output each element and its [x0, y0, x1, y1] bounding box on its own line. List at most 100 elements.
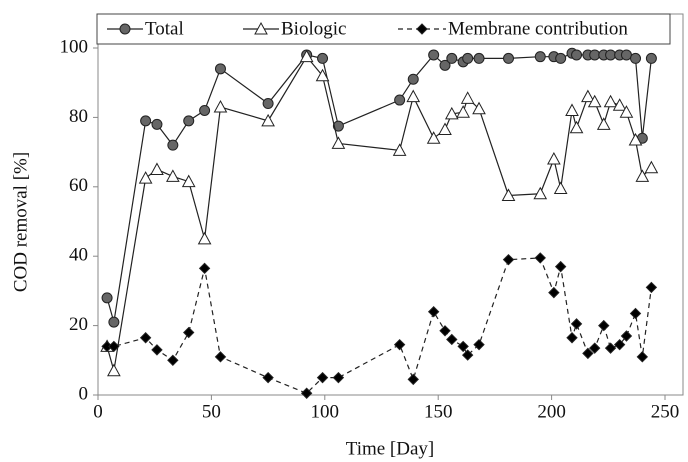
marker	[438, 122, 452, 136]
marker	[581, 89, 595, 103]
y-tick-label: 80	[69, 106, 88, 127]
marker	[603, 94, 618, 108]
x-axis-label: Time [Day]	[346, 438, 435, 459]
marker	[332, 120, 344, 132]
marker	[460, 91, 475, 104]
marker	[444, 106, 459, 120]
marker	[620, 49, 632, 61]
marker	[605, 49, 617, 61]
marker	[392, 143, 407, 156]
marker	[406, 89, 421, 103]
marker	[587, 94, 602, 108]
marker	[151, 344, 163, 356]
marker	[140, 115, 152, 127]
marker	[213, 99, 228, 113]
marker	[503, 52, 515, 64]
marker	[108, 340, 120, 353]
legend-marker	[416, 23, 428, 35]
x-tick-label: 150	[424, 401, 453, 422]
marker	[534, 252, 546, 264]
marker	[197, 231, 212, 245]
marker	[214, 351, 227, 363]
marker	[570, 318, 583, 330]
marker	[407, 73, 419, 85]
marker	[589, 49, 601, 61]
x-tick-label: 250	[651, 401, 680, 422]
marker	[635, 169, 650, 182]
y-tick-label: 100	[60, 36, 89, 57]
marker	[317, 52, 329, 64]
marker	[588, 342, 601, 354]
series-line	[106, 55, 652, 371]
marker	[462, 52, 474, 64]
marker	[139, 332, 152, 344]
marker	[183, 326, 195, 339]
legend-label: Membrane contribution	[448, 18, 628, 39]
x-tick-label: 200	[537, 401, 566, 422]
marker	[427, 306, 440, 318]
marker	[604, 342, 617, 354]
marker	[198, 262, 211, 275]
marker	[620, 330, 633, 342]
marker	[107, 363, 121, 377]
marker	[456, 105, 470, 118]
marker	[150, 162, 164, 175]
marker	[569, 120, 584, 134]
marker	[167, 354, 179, 367]
marker	[636, 351, 649, 363]
marker	[394, 94, 406, 106]
marker	[300, 387, 313, 399]
marker	[629, 307, 642, 320]
marker	[612, 98, 627, 111]
marker	[645, 52, 657, 64]
legend-label: Biologic	[281, 18, 346, 39]
marker	[566, 332, 578, 344]
y-axis-label: COD removal [%]	[10, 152, 31, 292]
marker	[554, 260, 567, 273]
marker	[426, 131, 441, 144]
marker	[439, 59, 451, 71]
y-tick-label: 0	[79, 383, 89, 404]
marker	[393, 338, 406, 351]
marker	[645, 281, 658, 294]
x-tick-label: 100	[311, 401, 340, 422]
marker	[613, 338, 626, 351]
marker	[332, 371, 345, 384]
marker	[553, 181, 568, 195]
marker	[548, 286, 560, 299]
y-tick-label: 20	[69, 314, 88, 335]
marker	[533, 186, 548, 200]
series-line	[107, 257, 652, 394]
series-line	[106, 52, 652, 323]
marker	[457, 340, 469, 353]
marker	[262, 371, 274, 384]
marker	[183, 115, 195, 127]
marker	[446, 52, 458, 64]
legend-marker	[119, 23, 131, 35]
marker	[407, 373, 419, 386]
marker	[199, 104, 211, 116]
marker	[501, 188, 516, 201]
marker	[472, 101, 486, 115]
marker	[473, 52, 485, 64]
y-tick-label: 60	[69, 175, 88, 196]
marker	[473, 338, 485, 351]
marker	[446, 333, 458, 346]
marker	[331, 136, 346, 149]
marker	[167, 139, 179, 151]
marker	[571, 49, 583, 61]
marker	[262, 98, 274, 110]
marker	[644, 160, 659, 174]
y-tick-label: 40	[69, 245, 88, 266]
x-tick-label: 50	[202, 401, 221, 422]
marker	[502, 253, 515, 266]
marker	[630, 52, 642, 64]
marker	[596, 117, 611, 130]
legend-label: Total	[145, 18, 184, 39]
marker	[299, 49, 314, 63]
marker	[461, 349, 474, 361]
marker	[619, 105, 634, 118]
marker	[534, 51, 546, 63]
marker	[108, 316, 120, 328]
